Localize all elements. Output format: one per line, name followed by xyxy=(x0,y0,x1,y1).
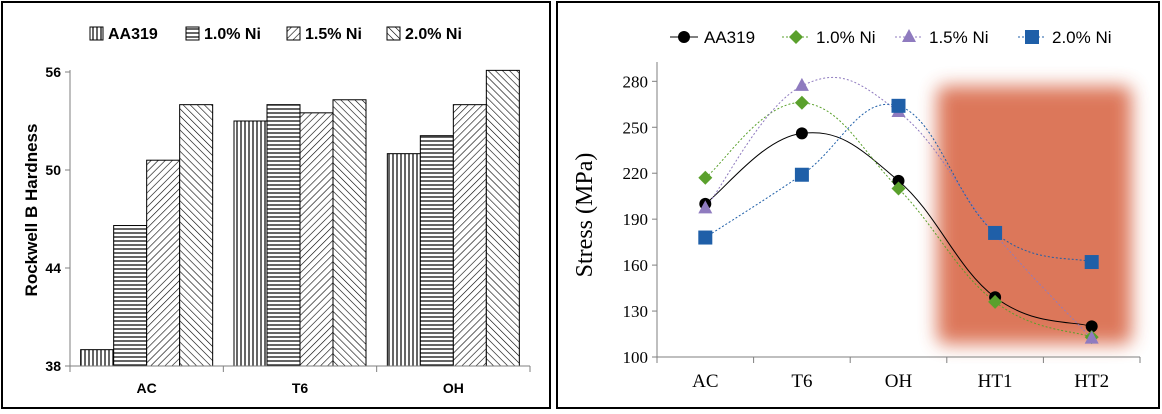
bar-oh-1-5-ni xyxy=(452,104,487,367)
bar-legend-label: 1.0% Ni xyxy=(204,26,261,43)
line-x-ticks: AC T6 OH HT1 HT2 xyxy=(656,357,1141,392)
point-1-5-ni-ac xyxy=(698,200,713,214)
line-legend-item-2-0-ni: 2.0% Ni xyxy=(1018,28,1112,47)
bar-legend-item-1-0-ni: 1.0% Ni xyxy=(185,26,261,43)
bar-axes xyxy=(69,70,530,367)
point-2-0-ni-t6 xyxy=(794,167,809,182)
line-y-tick-label: 130 xyxy=(623,302,649,321)
line-legend-item-aa319: AA319 xyxy=(670,28,755,47)
stress-line-chart: AA319 1.0% Ni 1.5% Ni 2.0% Ni Stress (MPa) … xyxy=(556,1,1160,409)
point-aa319-ht2 xyxy=(1085,320,1098,333)
bar-y-tick-label: 56 xyxy=(45,64,61,80)
line-y-tick-label: 280 xyxy=(623,72,649,91)
heat-treatment-highlight xyxy=(937,86,1132,344)
point-1-0-ni-ac xyxy=(698,170,713,185)
point-1-0-ni-oh xyxy=(891,181,906,196)
bar-legend-label: AA319 xyxy=(108,26,158,43)
bar-legend-item-2-0-ni: 2.0% Ni xyxy=(386,26,462,43)
bar-legend-swatch xyxy=(89,26,104,41)
bar-legend-label: 2.0% Ni xyxy=(405,26,462,43)
point-2-0-ni-ac xyxy=(698,230,713,245)
line-x-tick-label: OH xyxy=(885,371,913,392)
line-y-tick-label: 250 xyxy=(623,118,649,137)
bar-x-tick-label: AC xyxy=(137,380,157,396)
point-1-0-ni-ht1 xyxy=(988,294,1003,309)
line-y-tick-label: 160 xyxy=(623,256,649,275)
bar-legend-label: 1.5% Ni xyxy=(305,26,362,43)
bar-series xyxy=(80,69,520,367)
point-1-5-ni-t6 xyxy=(794,77,809,91)
bar-y-tick-label: 44 xyxy=(45,260,61,276)
line-legend-label: AA319 xyxy=(704,28,755,47)
line-legend-label: 1.0% Ni xyxy=(816,28,876,47)
line-legend-marker xyxy=(1025,30,1039,44)
bar-ac-1-5-ni xyxy=(146,159,181,367)
point-aa319-oh xyxy=(892,174,905,187)
bar-ac-1-0-ni xyxy=(113,225,148,367)
bar-oh-2-0-ni xyxy=(485,69,520,367)
line-y-tick-label: 100 xyxy=(623,348,649,367)
line-legend-marker xyxy=(678,31,690,43)
bar-x-tick-label: T6 xyxy=(292,380,309,396)
bar-oh-1-0-ni xyxy=(419,135,454,367)
line-legend-label: 1.5% Ni xyxy=(929,28,989,47)
line-y-axis-label: Stress (MPa) xyxy=(572,153,598,278)
line-series-2-0-ni xyxy=(705,103,1092,263)
line-legend-marker xyxy=(789,30,803,44)
bar-y-axis-label: Rockwell B Hardness xyxy=(22,124,41,297)
line-legend-marker xyxy=(902,29,916,42)
bar-t6-2-0-ni xyxy=(332,99,367,367)
line-x-tick-label: HT1 xyxy=(978,371,1013,392)
line-x-tick-label: HT2 xyxy=(1074,371,1109,392)
bar-y-tick-label: 50 xyxy=(45,162,61,178)
line-axes xyxy=(656,62,1140,358)
line-x-tick-label: T6 xyxy=(791,371,812,392)
bar-x-ticks: AC T6 OH xyxy=(69,366,531,396)
series-line-2-0-ni xyxy=(705,103,1092,263)
point-2-0-ni-oh xyxy=(891,98,906,113)
hardness-bar-chart: AA319 1.0% Ni 1.5% Ni 2.0% Ni Rockwell B Ha… xyxy=(1,1,551,409)
point-2-0-ni-ht2 xyxy=(1084,255,1099,270)
point-1-0-ni-t6 xyxy=(794,95,809,110)
markers-2-0-ni xyxy=(698,98,1099,270)
point-2-0-ni-ht1 xyxy=(988,225,1003,240)
bar-legend-swatch xyxy=(386,26,401,41)
line-legend-label: 2.0% Ni xyxy=(1052,28,1112,47)
bar-t6-1-5-ni xyxy=(299,112,334,367)
bar-t6-aa319 xyxy=(233,120,268,367)
point-1-5-ni-ht2 xyxy=(1084,330,1099,344)
highlight-region xyxy=(937,86,1132,344)
bar-legend-item-1-5-ni: 1.5% Ni xyxy=(286,26,362,43)
line-series xyxy=(698,76,1099,345)
bar-legend: AA319 1.0% Ni 1.5% Ni 2.0% Ni xyxy=(89,26,462,43)
line-y-tick-label: 190 xyxy=(623,210,649,229)
bar-legend-item-aa319: AA319 xyxy=(89,26,158,43)
bar-t6-1-0-ni xyxy=(266,104,301,367)
bar-y-ticks: 38 44 50 56 xyxy=(45,64,70,374)
line-y-ticks: 100 130 160 190 220 250 280 xyxy=(623,72,657,367)
line-legend-item-1-0-ni: 1.0% Ni xyxy=(782,28,876,47)
bar-x-tick-label: OH xyxy=(443,380,464,396)
line-y-tick-label: 220 xyxy=(623,164,649,183)
bar-legend-swatch xyxy=(185,26,200,41)
bar-legend-swatch xyxy=(286,26,301,41)
line-x-tick-label: AC xyxy=(692,371,718,392)
bar-y-tick-label: 38 xyxy=(45,358,61,374)
line-legend: AA319 1.0% Ni 1.5% Ni 2.0% Ni xyxy=(670,28,1112,47)
bar-ac-2-0-ni xyxy=(179,104,214,367)
bar-ac-aa319 xyxy=(80,349,115,367)
line-legend-item-1-5-ni: 1.5% Ni xyxy=(895,28,989,47)
bar-oh-aa319 xyxy=(386,153,421,367)
point-aa319-t6 xyxy=(795,127,808,140)
